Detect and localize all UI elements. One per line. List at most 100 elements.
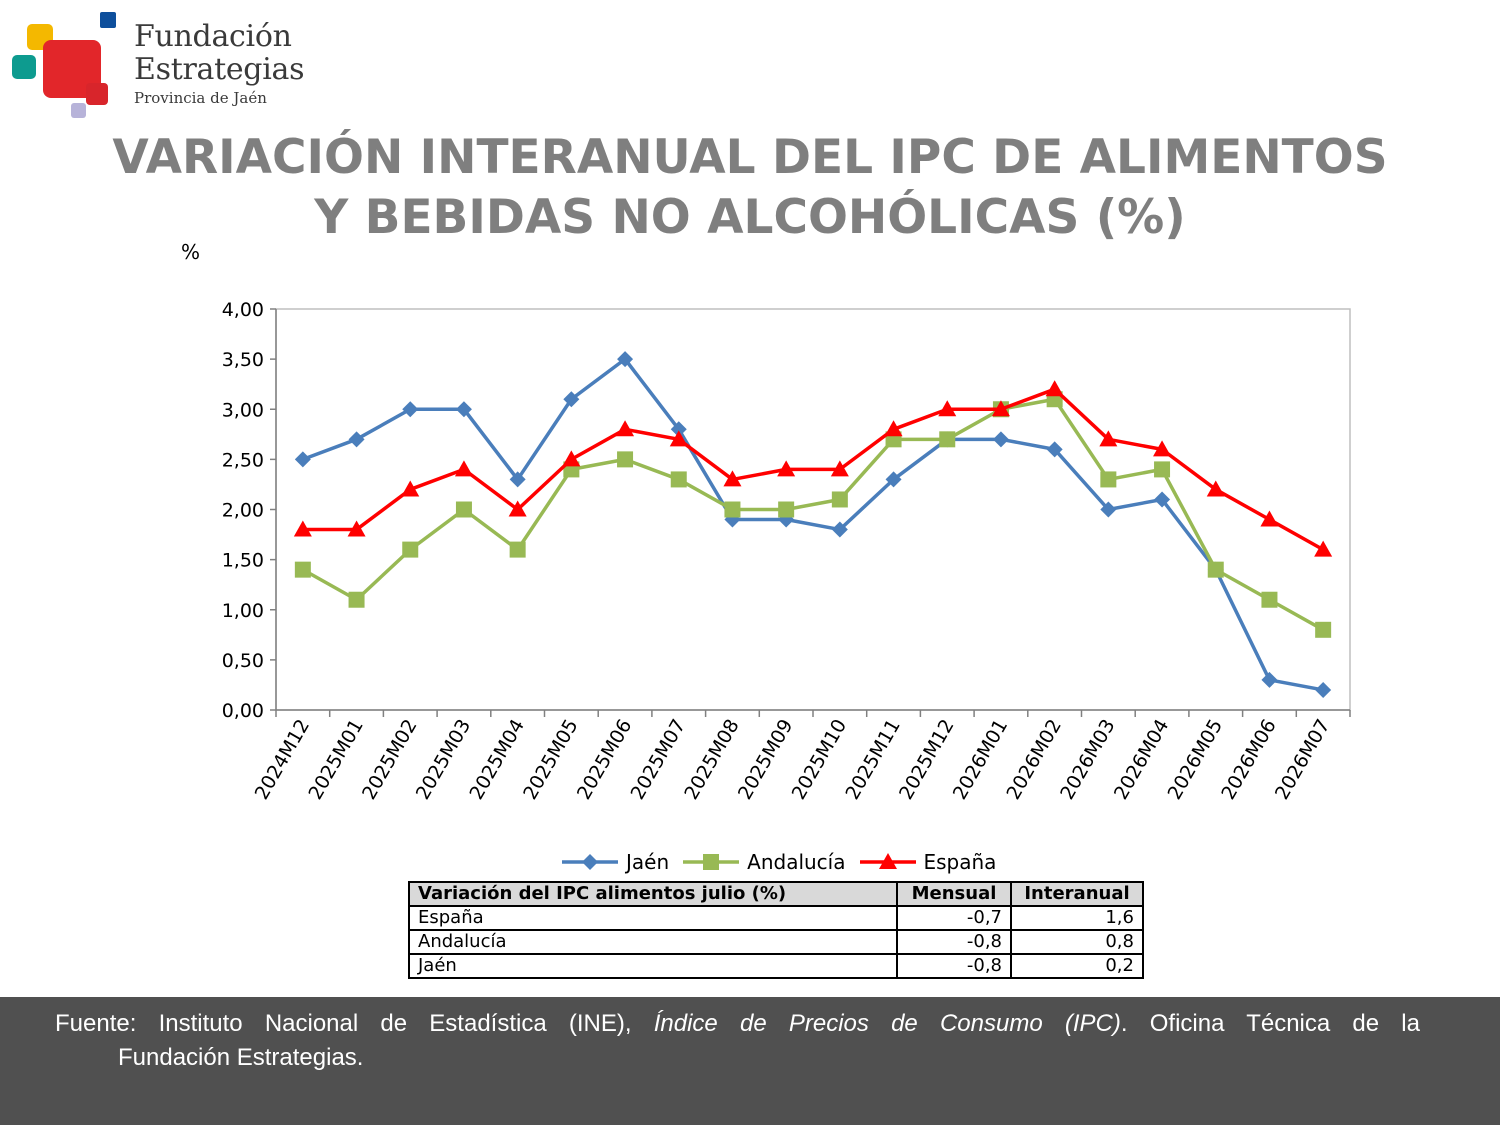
legend-label: Andalucía bbox=[747, 850, 846, 874]
data-point bbox=[509, 541, 526, 558]
x-tick-label: 2026M07 bbox=[1271, 716, 1335, 804]
table-cell-label: Andalucía bbox=[408, 929, 898, 955]
y-tick-label: 1,50 bbox=[222, 550, 264, 572]
data-point bbox=[777, 460, 796, 477]
data-point bbox=[508, 500, 527, 517]
data-point bbox=[454, 460, 473, 477]
data-point bbox=[401, 480, 420, 497]
data-point bbox=[617, 451, 634, 468]
data-point bbox=[1260, 510, 1279, 527]
data-point bbox=[1100, 471, 1117, 488]
table-cell-mensual: -0,8 bbox=[896, 953, 1012, 979]
source-prefix: Fuente: Instituto Nacional de Estadístic… bbox=[55, 1010, 654, 1037]
title-line-1: VARIACIÓN INTERANUAL DEL IPC DE ALIMENTO… bbox=[112, 130, 1388, 185]
data-point bbox=[669, 430, 688, 447]
data-point bbox=[831, 521, 848, 538]
y-tick-label: 2,00 bbox=[222, 500, 264, 522]
data-point bbox=[938, 400, 957, 417]
table-row: Jaén -0,8 0,2 bbox=[408, 953, 1144, 979]
legend-label: Jaén bbox=[626, 850, 670, 874]
data-point bbox=[402, 541, 419, 558]
logo-line-3: Provincia de Jaén bbox=[134, 89, 267, 107]
data-point bbox=[294, 451, 311, 468]
data-point bbox=[562, 450, 581, 467]
data-point bbox=[939, 431, 956, 448]
source-suffix: . Oficina Técnica de la bbox=[1120, 1010, 1420, 1037]
data-point bbox=[455, 401, 472, 418]
source-footer: Fuente: Instituto Nacional de Estadístic… bbox=[0, 997, 1500, 1125]
table-cell-label: Jaén bbox=[408, 953, 898, 979]
plot-area bbox=[275, 308, 1351, 711]
data-point bbox=[1045, 380, 1064, 397]
legend-swatch-icon bbox=[683, 854, 740, 870]
data-point bbox=[724, 501, 741, 518]
y-tick-label: 3,50 bbox=[222, 349, 264, 371]
data-point bbox=[1154, 491, 1171, 508]
data-point bbox=[992, 431, 1009, 448]
data-point bbox=[293, 520, 312, 537]
data-point bbox=[617, 351, 634, 368]
data-point bbox=[670, 421, 687, 438]
table-cell-interanual: 1,6 bbox=[1010, 905, 1144, 931]
y-tick-label: 4,00 bbox=[222, 299, 264, 321]
series-line-1 bbox=[301, 397, 1325, 632]
data-point bbox=[1100, 501, 1117, 518]
table-header-mensual: Mensual bbox=[896, 881, 1012, 907]
data-point bbox=[294, 561, 311, 578]
data-point bbox=[670, 471, 687, 488]
y-tick-label: 1,00 bbox=[222, 600, 264, 622]
data-point bbox=[884, 420, 903, 437]
source-line-1: Fuente: Instituto Nacional de Estadístic… bbox=[55, 1007, 1420, 1041]
data-point bbox=[402, 401, 419, 418]
data-point bbox=[348, 431, 365, 448]
data-point bbox=[1314, 540, 1333, 557]
data-point bbox=[1153, 440, 1172, 457]
data-point bbox=[1315, 681, 1332, 698]
page-title: VARIACIÓN INTERANUAL DEL IPC DE ALIMENTO… bbox=[0, 128, 1500, 248]
data-point bbox=[1315, 621, 1332, 638]
logo-line-2: Estrategias bbox=[134, 52, 305, 87]
y-tick-label: 0,50 bbox=[222, 650, 264, 672]
data-point bbox=[991, 400, 1010, 417]
data-point bbox=[1099, 430, 1118, 447]
table-cell-interanual: 0,2 bbox=[1010, 953, 1144, 979]
chart-legend: Jaén Andalucía España bbox=[560, 848, 1008, 876]
data-point bbox=[509, 471, 526, 488]
line-chart: 0,000,501,001,502,002,503,003,504,002024… bbox=[222, 299, 1351, 804]
data-point bbox=[1261, 591, 1278, 608]
data-point bbox=[1046, 441, 1063, 458]
table-header-interanual: Interanual bbox=[1010, 881, 1144, 907]
data-point bbox=[1206, 480, 1225, 497]
data-point bbox=[830, 460, 849, 477]
data-point bbox=[348, 591, 365, 608]
data-point bbox=[831, 491, 848, 508]
table-cell-interanual: 0,8 bbox=[1010, 929, 1144, 955]
legend-item: Jaén bbox=[560, 850, 669, 874]
data-point bbox=[778, 501, 795, 518]
data-point bbox=[1261, 671, 1278, 688]
y-tick-label: 0,00 bbox=[222, 700, 264, 722]
logo-line-1: Fundación bbox=[134, 19, 292, 54]
title-line-2: Y BEBIDAS NO ALCOHÓLICAS (%) bbox=[314, 190, 1186, 245]
table-cell-mensual: -0,8 bbox=[896, 929, 1012, 955]
data-point bbox=[347, 520, 366, 537]
data-point bbox=[616, 420, 635, 437]
y-tick-label: 3,00 bbox=[222, 399, 264, 421]
data-point bbox=[563, 391, 580, 408]
legend-item: España bbox=[858, 850, 997, 874]
legend-label: España bbox=[923, 850, 997, 874]
source-italic: Índice de Precios de Consumo (IPC) bbox=[653, 1010, 1121, 1037]
table-cell-mensual: -0,7 bbox=[896, 905, 1012, 931]
logo-mark-icon bbox=[12, 12, 116, 118]
data-point bbox=[723, 470, 742, 487]
data-point bbox=[885, 471, 902, 488]
logo: Fundación Estrategias Provincia de Jaén bbox=[0, 0, 330, 125]
legend-swatch-icon bbox=[859, 853, 916, 869]
y-tick-label: 2,50 bbox=[222, 449, 264, 471]
table-row: España -0,7 1,6 bbox=[408, 905, 1144, 931]
table-row: Andalucía -0,8 0,8 bbox=[408, 929, 1144, 955]
y-axis-unit-label: % bbox=[181, 240, 201, 264]
series-line-0 bbox=[302, 357, 1324, 692]
table-header-row: Variación del IPC alimentos julio (%) Me… bbox=[408, 881, 1144, 907]
legend-item: Andalucía bbox=[681, 850, 846, 874]
